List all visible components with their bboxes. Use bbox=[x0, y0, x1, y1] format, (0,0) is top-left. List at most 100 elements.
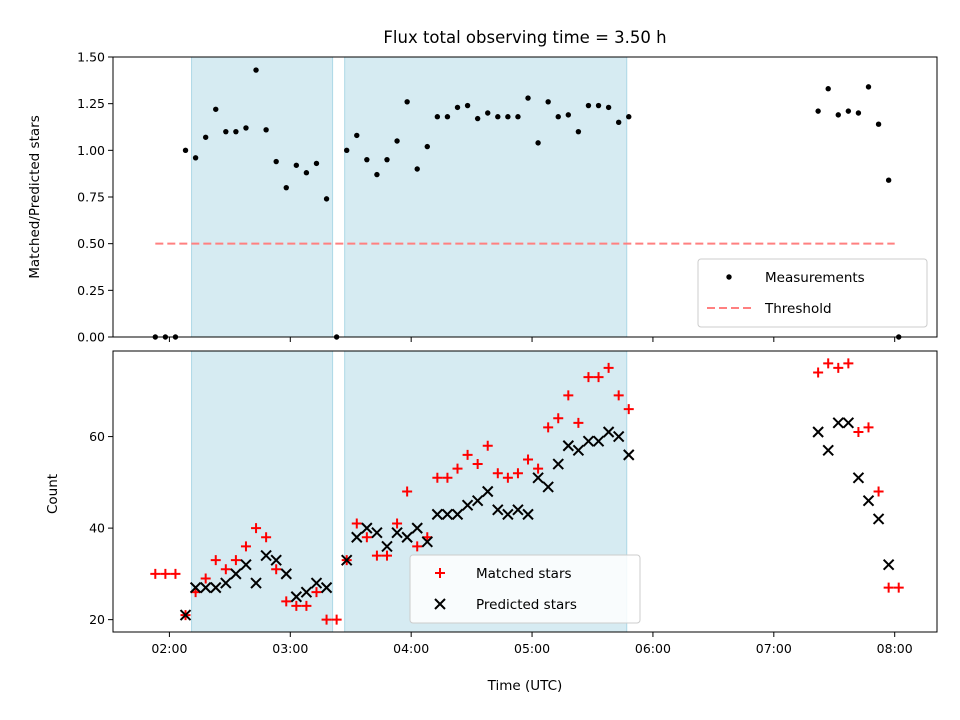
predicted-star-point bbox=[270, 554, 282, 566]
measurement-point bbox=[615, 119, 622, 126]
predicted-star-point bbox=[592, 435, 605, 447]
predicted-star-point bbox=[189, 581, 202, 594]
predicted-star-point bbox=[812, 426, 824, 438]
measurement-point bbox=[213, 106, 219, 112]
measurement-point bbox=[825, 86, 831, 92]
matched-star-point bbox=[251, 523, 262, 534]
matched-star-point bbox=[573, 417, 584, 428]
matched-star-point bbox=[543, 422, 554, 433]
predicted-star-point bbox=[199, 581, 212, 594]
measurement-point bbox=[313, 160, 320, 167]
predicted-star-point bbox=[882, 559, 895, 571]
predicted-star-point bbox=[522, 508, 534, 521]
measurement-point bbox=[875, 121, 882, 127]
measurement-point bbox=[565, 112, 572, 118]
measurement-point bbox=[626, 114, 632, 120]
measurement-point bbox=[434, 114, 441, 120]
bottom-y-tick-label: 40 bbox=[89, 521, 105, 536]
matched-star-point bbox=[321, 614, 332, 625]
matched-star-point bbox=[603, 362, 614, 373]
predicted-star-point bbox=[260, 549, 272, 562]
x-tick-label: 06:00 bbox=[635, 641, 671, 656]
predicted-star-point bbox=[842, 417, 855, 429]
matched-star-point bbox=[472, 459, 483, 470]
predicted-star-point bbox=[822, 444, 834, 457]
measurement-point bbox=[444, 114, 451, 120]
top-y-tick-label: 1.00 bbox=[77, 143, 105, 158]
bottom-legend: Matched stars Predicted stars bbox=[409, 554, 641, 624]
measurement-point bbox=[293, 162, 300, 168]
matched-star-point bbox=[563, 390, 574, 401]
top-y-tick-label: 0.75 bbox=[77, 190, 105, 205]
predicted-star-point bbox=[612, 430, 625, 443]
matched-star-point bbox=[843, 358, 854, 369]
matched-star-point bbox=[261, 532, 272, 543]
predicted-star-point bbox=[179, 609, 192, 621]
matched-star-point bbox=[863, 422, 874, 433]
predicted-star-point bbox=[351, 531, 363, 543]
matched-star-point bbox=[301, 600, 312, 611]
measurement-point bbox=[364, 156, 370, 163]
legend-box bbox=[409, 554, 641, 624]
matched-star-point bbox=[331, 614, 342, 625]
x-tick-label: 05:00 bbox=[514, 641, 550, 656]
measurement-point bbox=[374, 171, 380, 178]
measurement-point bbox=[283, 184, 289, 191]
predicted-star-point bbox=[602, 426, 615, 438]
predicted-star-point bbox=[381, 540, 393, 553]
matched-star-point bbox=[220, 564, 231, 575]
matched-star-point bbox=[873, 486, 884, 497]
matched-star-point bbox=[271, 564, 282, 575]
measurement-point bbox=[344, 147, 350, 154]
measurement-point bbox=[394, 138, 400, 144]
predicted-star-point bbox=[471, 494, 484, 507]
legend-matched-marker bbox=[435, 568, 445, 578]
matched-star-point bbox=[402, 486, 413, 497]
predicted-star-point bbox=[280, 568, 292, 580]
predicted-star-point bbox=[290, 591, 303, 603]
predicted-star-point bbox=[431, 508, 444, 521]
top-panel: 0.00 0.25 0.50 0.75 1.00 1.25 1.50 Measurements… bbox=[77, 50, 938, 345]
predicted-star-point bbox=[542, 481, 554, 493]
predicted-star-point bbox=[300, 586, 313, 598]
predicted-star-point bbox=[872, 513, 885, 525]
matched-star-point bbox=[593, 372, 604, 383]
x-tick-label: 02:00 bbox=[151, 641, 187, 656]
matched-star-point bbox=[823, 358, 834, 369]
measurement-point bbox=[233, 128, 239, 135]
matched-star-point bbox=[502, 472, 513, 483]
top-y-tick-label: 0.00 bbox=[77, 330, 105, 345]
measurement-point bbox=[474, 115, 481, 122]
legend-label: Measurements bbox=[765, 270, 865, 286]
matched-star-point bbox=[613, 390, 624, 401]
matched-star-point bbox=[512, 468, 523, 479]
measurement-point bbox=[464, 102, 471, 109]
predicted-star-point bbox=[240, 559, 252, 571]
measurement-point bbox=[525, 95, 531, 101]
matched-star-point bbox=[381, 550, 392, 561]
legend-label: Threshold bbox=[764, 301, 832, 317]
matched-star-point bbox=[240, 541, 251, 552]
matched-star-point bbox=[523, 454, 534, 465]
measurement-point bbox=[414, 166, 420, 172]
measurement-point bbox=[243, 125, 249, 131]
predicted-star-point bbox=[623, 449, 635, 461]
predicted-star-point bbox=[230, 568, 242, 580]
matched-star-point bbox=[412, 541, 423, 552]
legend-box bbox=[697, 258, 928, 328]
bottom-y-tick-label: 20 bbox=[89, 612, 105, 627]
measurement-point bbox=[885, 177, 892, 183]
measurement-point bbox=[515, 114, 521, 120]
measurement-point bbox=[192, 155, 199, 161]
top-legend: Measurements Threshold bbox=[697, 258, 928, 328]
predicted-star-point bbox=[832, 417, 844, 429]
measurement-point bbox=[835, 112, 841, 118]
top-y-tick-label: 1.50 bbox=[77, 50, 105, 65]
matched-star-point bbox=[200, 573, 211, 584]
predicted-star-point bbox=[862, 494, 875, 507]
predicted-star-point bbox=[371, 526, 383, 539]
predicted-star-point bbox=[411, 522, 423, 534]
measurement-point bbox=[323, 196, 330, 202]
top-y-tick-label: 0.50 bbox=[77, 236, 105, 251]
matched-star-point bbox=[311, 587, 322, 598]
